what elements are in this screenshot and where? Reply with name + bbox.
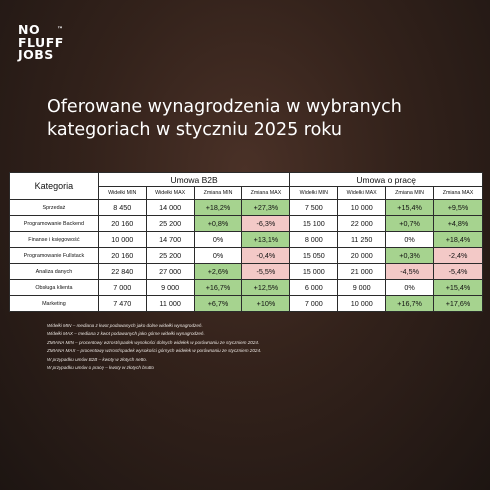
value-cell: 7 000 [289, 295, 339, 312]
value-cell: 11 250 [337, 231, 387, 248]
category-cell: Programowanie Backend [9, 215, 99, 232]
value-cell: +18,2% [193, 199, 243, 216]
footnotes: Widełki MIN – mediana z kwot podawanych … [47, 322, 467, 372]
trademark-symbol: ™ [57, 26, 63, 33]
value-cell: 9 000 [337, 279, 387, 296]
value-cell: +12,5% [241, 279, 291, 296]
value-cell: 8 450 [97, 199, 147, 216]
value-cell: +17,6% [433, 295, 483, 312]
category-cell: Sprzedaż [9, 199, 99, 216]
category-cell: Obsługa klienta [9, 279, 99, 296]
value-cell: 21 000 [337, 263, 387, 280]
value-cell: -4,5% [385, 263, 435, 280]
sub-header-1: Widełki MAX [145, 186, 195, 200]
value-cell: 0% [385, 231, 435, 248]
value-cell: 10 000 [337, 295, 387, 312]
table-body: Sprzedaż 8 450 14 000 +18,2% +27,3% 7 500 10 0… [9, 199, 483, 312]
footnote-line: ZMIANA MIN – procentowy wzrost/spadek wy… [47, 339, 260, 345]
salary-table: Kategoria Umowa B2B Umowa o pracę Widełk… [9, 172, 483, 312]
category-cell: Programowanie Fullstack [9, 247, 99, 264]
table-row: Obsługa klienta 7 000 9 000 +16,7% +12,5% 6 0… [9, 279, 483, 296]
value-cell: 8 000 [289, 231, 339, 248]
value-cell: 0% [193, 231, 243, 248]
value-cell: 27 000 [145, 263, 195, 280]
category-header: Kategoria [9, 172, 99, 200]
value-cell: +15,4% [385, 199, 435, 216]
category-cell: Analiza danych [9, 263, 99, 280]
value-cell: +15,4% [433, 279, 483, 296]
sub-header-2: Zmiana MIN [193, 186, 243, 200]
table-row: Analiza danych 22 840 27 000 +2,6% -5,5% 15 0… [9, 263, 483, 280]
nofluffjobs-logo: NO FLUFF JOBS [18, 22, 64, 62]
b2b-group-header: Umowa B2B [97, 172, 291, 187]
value-cell: 22 840 [97, 263, 147, 280]
sub-header-3: Zmiana MAX [241, 186, 291, 200]
value-cell: 7 000 [97, 279, 147, 296]
value-cell: 10 000 [337, 199, 387, 216]
value-cell: 11 000 [145, 295, 195, 312]
footnote-line: ZMIANA MAX – procentowy wzrost/spadek wy… [47, 348, 262, 354]
value-cell: +27,3% [241, 199, 291, 216]
table-row: Programowanie Fullstack 20 160 25 200 0% -0,… [9, 247, 483, 264]
value-cell: +0,7% [385, 215, 435, 232]
value-cell: 25 200 [145, 247, 195, 264]
value-cell: 10 000 [97, 231, 147, 248]
value-cell: 15 000 [289, 263, 339, 280]
value-cell: 22 000 [337, 215, 387, 232]
value-cell: 15 100 [289, 215, 339, 232]
value-cell: +13,1% [241, 231, 291, 248]
title-line-2: kategoriach w styczniu 2025 roku [47, 120, 342, 140]
value-cell: +9,5% [433, 199, 483, 216]
footnote-line: W przypadku umów B2B – kwoty w złotych n… [47, 356, 148, 362]
value-cell: 15 050 [289, 247, 339, 264]
value-cell: 20 160 [97, 215, 147, 232]
value-cell: 9 000 [145, 279, 195, 296]
value-cell: 25 200 [145, 215, 195, 232]
sub-header-0: Widełki MIN [97, 186, 147, 200]
table-row: Finanse i księgowość 10 000 14 700 0% +13,1%… [9, 231, 483, 248]
value-cell: +18,4% [433, 231, 483, 248]
value-cell: -5,4% [433, 263, 483, 280]
title-line-1: Oferowane wynagrodzenia w wybranych [47, 97, 402, 117]
value-cell: -5,5% [241, 263, 291, 280]
value-cell: +6,7% [193, 295, 243, 312]
value-cell: +0,3% [385, 247, 435, 264]
category-cell: Finanse i księgowość [9, 231, 99, 248]
value-cell: +4,8% [433, 215, 483, 232]
table-row: Marketing 7 470 11 000 +6,7% +10% 7 000 10 000… [9, 295, 483, 312]
value-cell: +10% [241, 295, 291, 312]
value-cell: -6,3% [241, 215, 291, 232]
sub-header-7: Zmiana MAX [433, 186, 483, 200]
value-cell: 6 000 [289, 279, 339, 296]
footnote-line: Widełki MIN – mediana z kwot podawanych … [47, 323, 203, 328]
value-cell: 14 000 [145, 199, 195, 216]
sub-header-6: Zmiana MIN [385, 186, 435, 200]
table-row: Programowanie Backend 20 160 25 200 +0,8% -6… [9, 215, 483, 232]
group-header-row: Kategoria Umowa B2B Umowa o pracę [9, 172, 483, 200]
value-cell: 7 470 [97, 295, 147, 312]
footnote-line: Widełki MAX – mediana z kwot podawanych … [47, 331, 205, 337]
value-cell: +16,7% [385, 295, 435, 312]
value-cell: 20 000 [337, 247, 387, 264]
logo-line-3: JOBS [18, 47, 54, 62]
value-cell: +0,8% [193, 215, 243, 232]
value-cell: 20 160 [97, 247, 147, 264]
table-row: Sprzedaż 8 450 14 000 +18,2% +27,3% 7 500 10 0… [9, 199, 483, 216]
value-cell: +2,6% [193, 263, 243, 280]
logo-line-1: NO [18, 22, 41, 37]
value-cell: -0,4% [241, 247, 291, 264]
value-cell: -2,4% [433, 247, 483, 264]
value-cell: 0% [385, 279, 435, 296]
value-cell: 14 700 [145, 231, 195, 248]
value-cell: 0% [193, 247, 243, 264]
category-cell: Marketing [9, 295, 99, 312]
sub-header-4: Widełki MIN [289, 186, 339, 200]
page-title: Oferowane wynagrodzenia w wybranych kate… [47, 96, 467, 142]
uop-group-header: Umowa o pracę [289, 172, 483, 187]
value-cell: +16,7% [193, 279, 243, 296]
footnote-line: W przypadku umów o pracę – kwoty w złoty… [47, 365, 154, 371]
logo-line-2: FLUFF [18, 34, 64, 50]
sub-header-5: Widełki MAX [337, 186, 387, 200]
value-cell: 7 500 [289, 199, 339, 216]
